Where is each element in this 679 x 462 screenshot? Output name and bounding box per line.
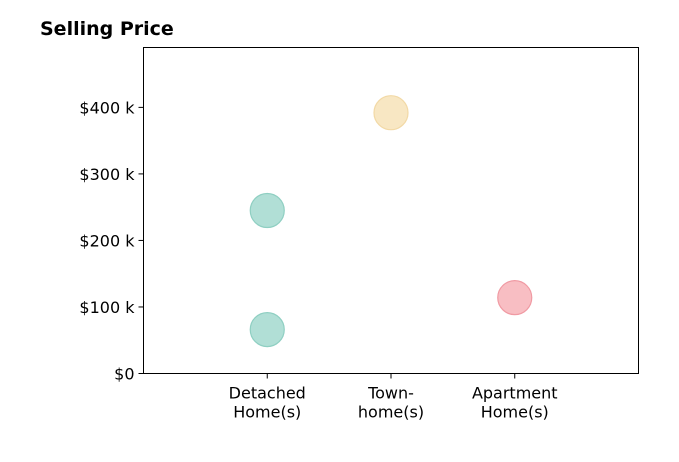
chart-title: Selling Price — [40, 18, 174, 40]
x-tick-label: Apartment Home(s) — [472, 384, 558, 422]
y-tick-label: $400 k — [79, 98, 135, 117]
data-point — [249, 311, 285, 348]
x-tick-label: Detached Home(s) — [229, 384, 306, 422]
data-points — [249, 95, 533, 348]
data-point — [373, 95, 409, 131]
plot-frame — [143, 47, 639, 374]
x-tick-label: Town-home(s) — [358, 384, 424, 422]
x-axis: Detached Home(s) Town-home(s) Apartment Home… — [229, 373, 558, 422]
y-axis: $0 $100 k $200 k $300 k $400 k — [79, 98, 144, 384]
y-tick-label: $200 k — [79, 231, 135, 250]
y-tick-label: $300 k — [79, 165, 135, 184]
y-tick-label: $0 — [114, 365, 134, 384]
data-point — [497, 280, 533, 316]
data-point — [249, 192, 285, 229]
y-tick-label: $100 k — [79, 298, 135, 317]
